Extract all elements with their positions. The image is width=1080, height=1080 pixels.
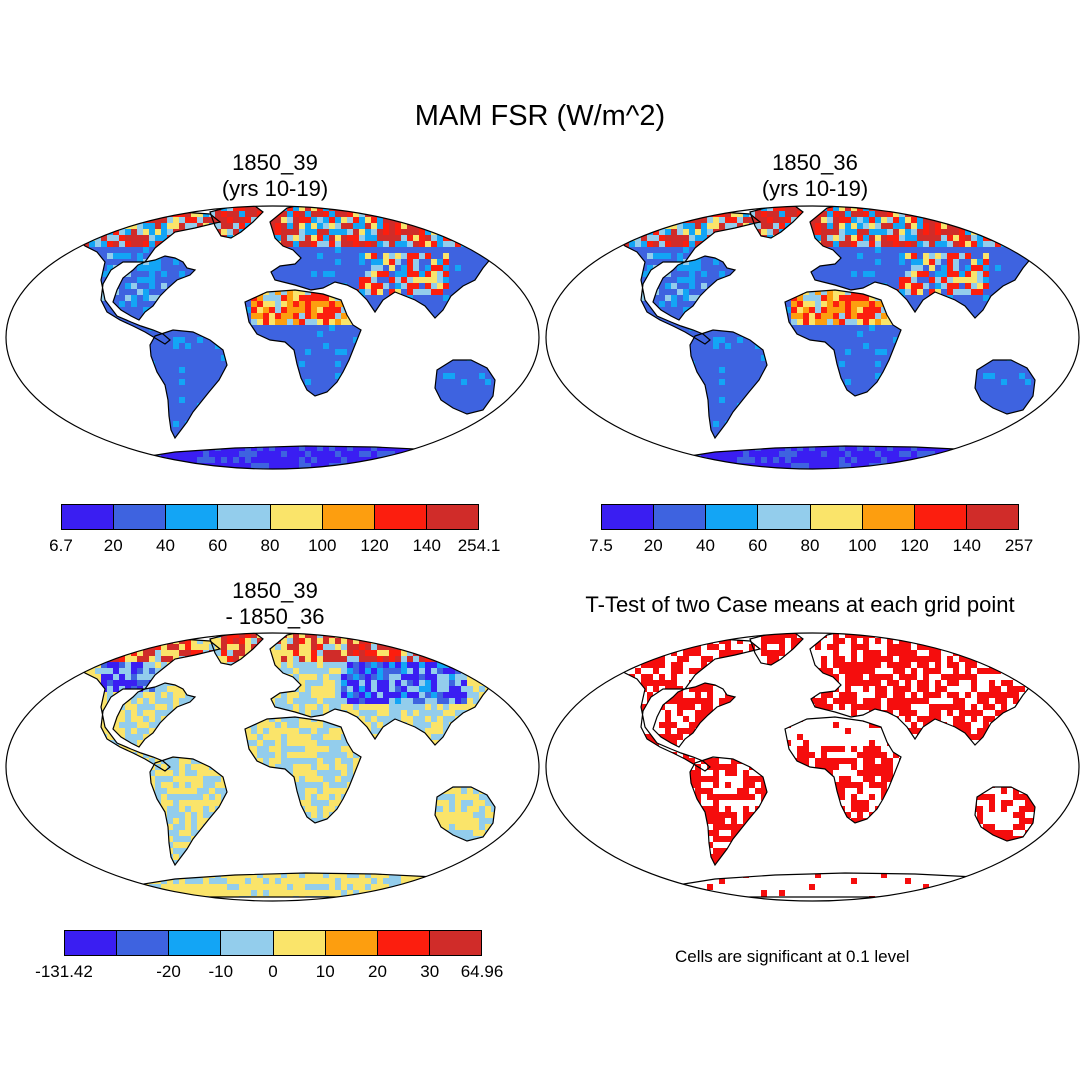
figure-title: MAM FSR (W/m^2)	[414, 100, 666, 132]
coastlines	[554, 633, 1066, 898]
colorbar-bottom-left-tick-label: 0	[268, 962, 278, 981]
colorbar-top-right-tick-label: 80	[800, 536, 820, 555]
coastline-au	[974, 359, 1036, 415]
colorbar-top-right-tick-label: 257	[1004, 536, 1034, 555]
coastline-gl	[209, 206, 264, 239]
coastline-sa	[149, 329, 228, 440]
coastline-na	[613, 638, 762, 772]
colorbar-bottom-left-swatch-2	[169, 931, 222, 955]
colorbar-top-right-swatch-5	[862, 505, 915, 529]
colorbar-bottom-left-tick-label: 64.96	[460, 962, 504, 981]
map-border	[545, 205, 1080, 470]
panel-title-top-left-line1: 1850_39	[232, 150, 318, 175]
colorbar-bottom-left-swatch-4	[273, 931, 326, 955]
significance-note: Cells are significant at 0.1 level	[675, 947, 910, 966]
coastline-sa	[149, 756, 228, 867]
coastline-af	[244, 289, 362, 397]
colorbar-bottom-left-tick-label: -131.42	[35, 962, 93, 981]
colorbar-top-right-tick-label: 140	[952, 536, 981, 555]
colorbar-top-right-tick-label: 120	[900, 536, 929, 555]
colorbar-top-left-tick-label: 40	[156, 536, 175, 555]
colorbar-top-left-tick-label: 140	[412, 536, 441, 555]
colorbar-top-left-ticks: 6.7 20 40 60 80 100 120 140 254.1	[49, 536, 500, 558]
colorbar-top-left-swatch-3	[218, 505, 271, 529]
colorbar-top-left-swatch-6	[374, 505, 427, 529]
colorbar-top-right-tick-label: 40	[696, 536, 715, 555]
coastline-au	[974, 786, 1036, 842]
colorbar-top-left-tick-label: 80	[260, 536, 280, 555]
coastline-au	[434, 359, 496, 415]
colorbar-top-right-ticks: 7.5 20 40 60 80 100 120 140 257	[589, 536, 1033, 558]
coastline-au	[434, 786, 496, 842]
colorbar-top-right-swatch-7	[966, 505, 1018, 529]
colorbar-bottom-left-tick-label: 20	[368, 962, 387, 981]
colorbar-bottom-left-swatch-0	[65, 931, 118, 955]
colorbar-top-left-tick-label: 120	[360, 536, 389, 555]
colorbar-top-right	[601, 504, 1019, 530]
coastline-gl	[749, 633, 804, 666]
colorbar-top-right-swatch-3	[758, 505, 811, 529]
colorbar-bottom-left-swatch-5	[325, 931, 378, 955]
coastline-sa	[689, 329, 768, 440]
panel-title-top-left: 1850_39 (yrs 10-19)	[140, 150, 410, 202]
coastline-af	[244, 716, 362, 824]
colorbar-bottom-left	[64, 930, 482, 956]
colorbar-top-left-tick-label: 254.1	[457, 536, 501, 555]
coastline-na	[73, 638, 222, 772]
colorbar-top-left-tick-label: 6.7	[49, 536, 73, 555]
colorbar-top-left-swatch-1	[114, 505, 167, 529]
map-bottom-right	[545, 632, 1080, 902]
map-border	[5, 205, 540, 470]
colorbar-bottom-left-tick-label: -20	[156, 962, 181, 981]
colorbar-top-right-tick-label: 60	[748, 536, 768, 555]
coastline-na	[73, 211, 222, 345]
map-border	[5, 632, 540, 902]
colorbar-top-right-tick-label: 20	[643, 536, 663, 555]
panel-title-top-left-line2: (yrs 10-19)	[221, 176, 329, 201]
colorbar-top-right-swatch-6	[914, 505, 967, 529]
colorbar-top-left	[61, 504, 479, 530]
colorbar-top-left-tick-label: 60	[208, 536, 228, 555]
coastline-af	[784, 289, 902, 397]
colorbar-top-left-swatch-2	[166, 505, 219, 529]
coastline-sa	[689, 756, 768, 867]
colorbar-top-right-swatch-2	[706, 505, 759, 529]
map-top-right	[545, 205, 1080, 470]
colorbar-top-left-swatch-5	[322, 505, 375, 529]
colorbar-top-left-tick-label: 20	[103, 536, 123, 555]
map-bottom-left	[5, 632, 540, 902]
map-border	[545, 632, 1080, 902]
panel-title-top-right-line1: 1850_36	[772, 150, 858, 175]
map-top-left	[5, 205, 540, 470]
colorbar-bottom-left-tick-label: -10	[208, 962, 234, 981]
panel-title-bottom-left: 1850_39 - 1850_36	[140, 578, 410, 630]
colorbar-bottom-left-swatch-3	[221, 931, 274, 955]
coastline-na	[613, 211, 762, 345]
panel-title-top-right-line2: (yrs 10-19)	[761, 176, 869, 201]
colorbar-top-left-swatch-4	[270, 505, 323, 529]
panel-title-bottom-left-line2: - 1850_36	[225, 604, 325, 629]
colorbar-top-right-tick-label: 100	[848, 536, 877, 555]
colorbar-top-left-swatch-0	[62, 505, 115, 529]
colorbar-top-right-swatch-0	[602, 505, 655, 529]
panel-title-top-right: 1850_36 (yrs 10-19)	[680, 150, 950, 202]
colorbar-bottom-left-tick-label: 30	[420, 962, 440, 981]
colorbar-top-right-tick-label: 7.5	[589, 536, 613, 555]
colorbar-bottom-left-swatch-1	[117, 931, 170, 955]
panel-title-bottom-right: T-Test of two Case means at each grid po…	[585, 592, 1015, 617]
colorbar-bottom-left-tick-label: 10	[315, 962, 335, 981]
coastline-gl	[209, 633, 264, 666]
coastline-af	[784, 716, 902, 824]
colorbar-top-left-swatch-7	[426, 505, 478, 529]
colorbar-bottom-left-swatch-6	[377, 931, 430, 955]
colorbar-top-right-swatch-4	[810, 505, 863, 529]
coastline-gl	[749, 206, 804, 239]
colorbar-top-left-tick-label: 100	[308, 536, 337, 555]
colorbar-bottom-left-ticks: -131.42 -20 -10 0 10 20 30 64.96	[35, 962, 503, 984]
panel-title-bottom-left-line1: 1850_39	[232, 578, 318, 603]
colorbar-top-right-swatch-1	[654, 505, 707, 529]
colorbar-bottom-left-swatch-7	[429, 931, 481, 955]
